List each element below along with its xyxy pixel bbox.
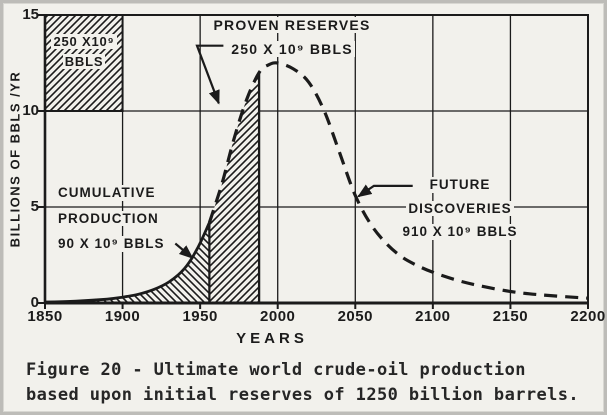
x-tick-label-2200: 2200	[570, 308, 606, 325]
future-discoveries-label-line2: DISCOVERIES	[406, 200, 514, 216]
x-tick-label-2100: 2100	[415, 308, 451, 325]
reference-square-label-line1: 250 X10⁹	[51, 34, 117, 49]
proven-reserves-label-line2: 250 X 10⁹ BBLS	[229, 41, 355, 57]
x-tick-label-1950: 1950	[182, 308, 218, 325]
y-axis-title: BILLIONS OF BBLS /YR	[7, 70, 23, 248]
reference-square-label-line2: BBLS	[62, 54, 106, 69]
production-curve-dashed	[207, 61, 589, 300]
production-curve-solid	[44, 221, 211, 304]
x-tick-label-1900: 1900	[104, 308, 141, 325]
cumulative-production-label-line2: PRODUCTION	[56, 210, 161, 226]
region-proven-reserves	[209, 72, 260, 303]
x-tick-label-1850: 1850	[27, 308, 63, 325]
y-tick-label-15: 15	[22, 6, 39, 23]
x-tick-label-2000: 2000	[260, 308, 296, 325]
y-tick-label-0: 0	[30, 294, 39, 311]
figure-caption-line2: based upon initial reserves of 1250 bill…	[26, 385, 580, 405]
figure-caption-line1: Figure 20 - Ultimate world crude-oil pro…	[26, 360, 526, 380]
cumulative-production-label-line1: CUMULATIVE	[56, 185, 158, 201]
proven-reserves-label: PROVEN RESERVES 250 X 10⁹ BBLS	[206, 17, 378, 65]
x-axis-title: YEARS	[236, 330, 308, 347]
reference-square-label: 250 X10⁹ BBLS	[47, 34, 121, 74]
cumulative-production-label: CUMULATIVE PRODUCTION 90 X 10⁹ BBLS	[56, 185, 167, 262]
future-discoveries-label-line3: 910 X 10⁹ BBLS	[400, 224, 520, 240]
future-discoveries-label: FUTURE DISCOVERIES 910 X 10⁹ BBLS	[394, 177, 526, 248]
x-tick-label-2150: 2150	[492, 308, 529, 325]
future-discoveries-label-line1: FUTURE	[427, 177, 493, 193]
x-tick-label-2050: 2050	[337, 308, 373, 325]
cumulative-production-label-line3: 90 X 10⁹ BBLS	[56, 236, 167, 252]
y-tick-label-10: 10	[22, 102, 39, 119]
proven-reserves-label-line1: PROVEN RESERVES	[211, 17, 373, 33]
y-tick-label-5: 5	[30, 198, 39, 215]
